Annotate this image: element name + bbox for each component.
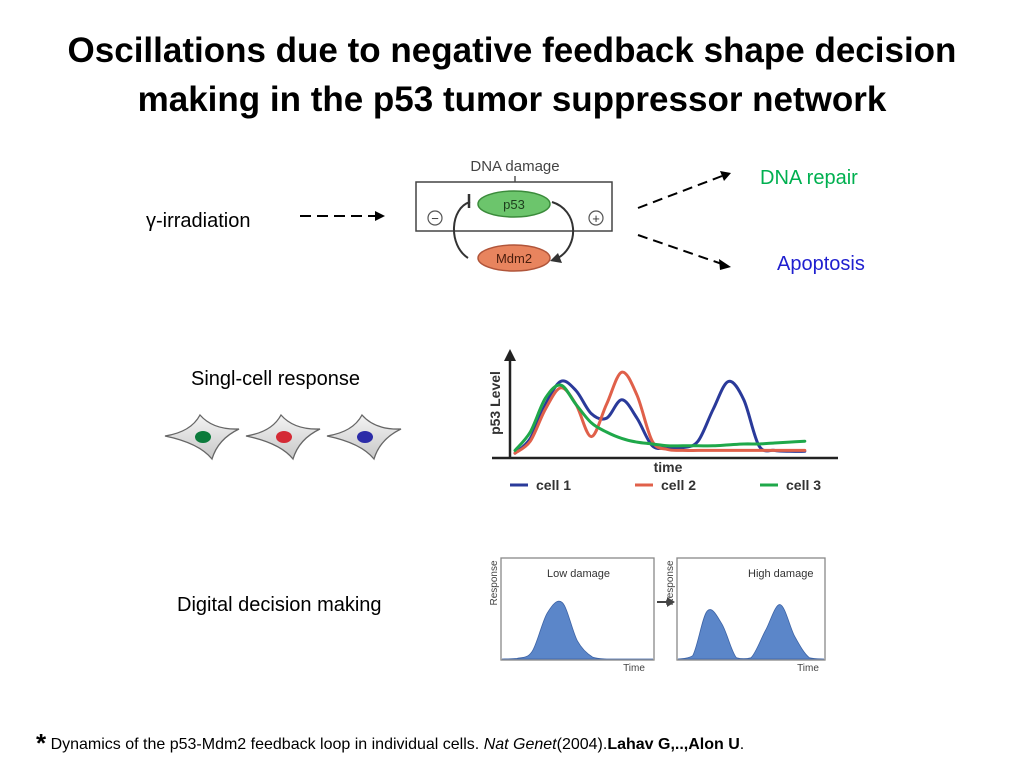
high-damage-pulses	[677, 604, 825, 660]
low-time-xlabel: Time	[623, 663, 645, 674]
series-line-cell-3	[513, 383, 807, 452]
plus-sign: +	[592, 211, 600, 226]
citation-end: .	[739, 736, 745, 753]
low-damage-title: Low damage	[547, 568, 610, 580]
legend-label-cell-2: cell 2	[661, 477, 696, 493]
cell-nucleus	[276, 431, 292, 443]
apoptosis-label: Apoptosis	[777, 253, 865, 275]
p53-mdm2-loop: DNA damage p53 Mdm2 − +	[415, 158, 613, 272]
decision-panels: Low damage Response Time High damage Res…	[489, 557, 826, 674]
title-line-2: making in the p53 tumor suppressor netwo…	[137, 80, 887, 119]
cell-green	[164, 413, 240, 461]
minus-sign: −	[431, 211, 439, 226]
p53-node-label: p53	[503, 197, 525, 212]
digital-decision-label: Digital decision making	[177, 594, 382, 616]
high-response-ylabel: Response	[665, 560, 676, 605]
high-time-xlabel: Time	[797, 663, 819, 674]
dna-damage-label: DNA damage	[470, 158, 559, 175]
mdm2-node-label: Mdm2	[496, 251, 532, 266]
irradiation-arrow	[300, 211, 385, 221]
cell-nucleus	[357, 431, 373, 443]
citation-year: (2004).	[556, 736, 608, 753]
dna-repair-label: DNA repair	[760, 167, 858, 189]
cell-illustrations	[164, 413, 402, 461]
y-axis-label: p53 Level	[487, 371, 503, 435]
citation-authors: Lahav G,..,Alon U	[607, 736, 740, 753]
series-line-cell-2	[513, 370, 807, 455]
p53-node	[477, 190, 551, 218]
low-response-ylabel: Response	[489, 560, 500, 605]
title-line-1: Oscillations due to negative feedback sh…	[67, 31, 957, 70]
x-axis-label: time	[654, 459, 683, 475]
cell-blue	[326, 413, 402, 461]
citation-journal: Nat Genet	[483, 736, 557, 753]
legend-label-cell-1: cell 1	[536, 477, 571, 493]
mdm2-node	[477, 244, 551, 272]
citation-text: Dynamics of the p53-Mdm2 feedback loop i…	[46, 736, 484, 753]
cell-red	[245, 413, 321, 461]
single-cell-label: Singl-cell response	[191, 368, 360, 390]
legend-label-cell-3: cell 3	[786, 477, 821, 493]
footnote-star: *	[36, 728, 47, 758]
y-axis-arrowhead	[504, 349, 516, 361]
outcome-arrows	[637, 171, 731, 270]
series-line-cell-1	[513, 379, 807, 455]
irradiation-label: γ-irradiation	[146, 210, 251, 232]
damage-box	[415, 181, 613, 232]
cell-nucleus	[195, 431, 211, 443]
citation-footer: * Dynamics of the p53-Mdm2 feedback loop…	[36, 728, 744, 759]
high-damage-title: High damage	[748, 568, 813, 580]
p53-level-chart: p53 Level time cell 1 cell 2 cell 3	[487, 349, 838, 493]
page-title: Oscillations due to negative feedback sh…	[0, 26, 1024, 124]
low-damage-pulse	[501, 600, 653, 660]
